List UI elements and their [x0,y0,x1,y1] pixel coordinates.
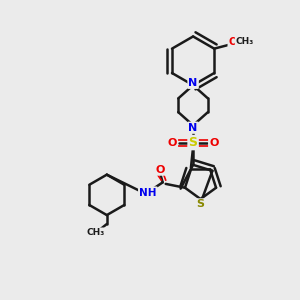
Text: S: S [189,136,198,149]
Text: CH₃: CH₃ [236,37,254,46]
Text: N: N [188,78,198,88]
Text: O: O [156,165,165,175]
Text: O: O [168,138,177,148]
Text: S: S [196,200,205,209]
Text: CH₃: CH₃ [86,228,105,237]
Text: N: N [188,123,198,133]
Text: O: O [209,138,219,148]
Text: NH: NH [139,188,157,197]
Text: O: O [229,37,237,47]
